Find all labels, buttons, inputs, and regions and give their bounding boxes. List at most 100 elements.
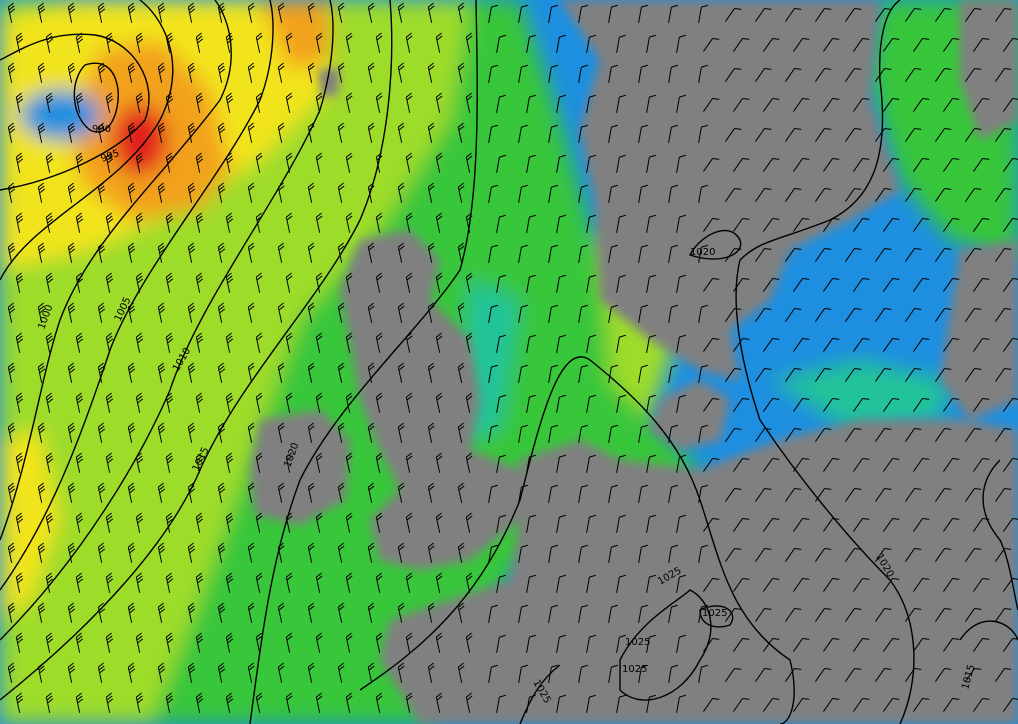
wind-barb	[526, 214, 536, 233]
wind-barb	[45, 92, 54, 113]
wind-barb	[698, 544, 708, 563]
wind-barb	[883, 97, 900, 112]
wind-barb	[556, 394, 566, 413]
wind-barb	[1003, 37, 1018, 52]
wind-barb	[913, 157, 930, 172]
isobar-1015-se	[959, 459, 1018, 641]
wind-barb	[853, 457, 870, 472]
wind-barb	[755, 187, 772, 202]
wind-barb	[608, 184, 618, 203]
wind-barb	[608, 124, 618, 143]
wind-barb	[616, 394, 626, 413]
wind-barb	[337, 182, 345, 203]
wind-barb	[1003, 97, 1018, 112]
wind-barb	[935, 427, 952, 442]
wind-barb	[823, 397, 840, 412]
wind-barb	[45, 332, 54, 353]
wind-barb	[105, 212, 114, 233]
wind-barb	[75, 572, 84, 593]
wind-barb	[195, 452, 204, 473]
wind-barb	[37, 422, 46, 443]
wind-barb	[703, 277, 720, 292]
wind-barb	[187, 602, 196, 623]
wind-barb	[725, 367, 742, 382]
wind-barb	[127, 2, 136, 23]
wind-barb	[7, 422, 16, 443]
wind-barb	[67, 362, 76, 383]
wind-barb	[973, 517, 990, 532]
wind-barb	[668, 184, 678, 203]
wind-barb	[646, 514, 656, 533]
wind-barb	[815, 367, 832, 382]
wind-barb	[427, 602, 435, 623]
wind-barb	[763, 277, 780, 292]
wind-barb	[307, 302, 315, 323]
wind-barb	[345, 632, 353, 653]
wind-barb	[255, 692, 263, 713]
wind-barb	[345, 32, 353, 53]
wind-barb	[157, 182, 166, 203]
wind-barb	[157, 302, 166, 323]
wind-barb	[157, 122, 166, 143]
wind-barb	[676, 514, 686, 533]
wind-barb	[815, 547, 832, 562]
wind-barb	[247, 662, 255, 683]
wind-barb	[638, 544, 648, 563]
wind-barb	[973, 97, 990, 112]
wind-barb	[973, 157, 990, 172]
wind-barb	[457, 422, 465, 443]
wind-barb	[616, 34, 626, 53]
wind-barb	[883, 637, 900, 652]
land-masses	[250, 0, 1018, 724]
wind-barb	[187, 302, 196, 323]
wind-barb	[556, 334, 566, 353]
wind-barb	[457, 182, 465, 203]
wind-barb	[845, 187, 862, 202]
wind-barb	[367, 662, 375, 683]
wind-barb	[37, 602, 46, 623]
wind-barb	[755, 487, 772, 502]
wind-barb	[127, 482, 136, 503]
wind-barb	[703, 217, 720, 232]
wind-barb	[255, 332, 263, 353]
wind-barb	[616, 334, 626, 353]
wind-barb	[965, 547, 982, 562]
wind-barb	[195, 92, 204, 113]
wind-barb	[225, 272, 234, 293]
wind-barb	[676, 394, 686, 413]
wind-barb	[315, 332, 323, 353]
wind-barb	[97, 542, 106, 563]
wind-barb	[97, 2, 106, 23]
wind-barb	[785, 607, 802, 622]
wind-barb	[285, 392, 293, 413]
wind-barb	[217, 62, 226, 83]
wind-barb	[973, 577, 990, 592]
wind-barb	[315, 692, 323, 713]
wind-barb	[853, 517, 870, 532]
wind-barb	[315, 632, 323, 653]
wind-barb	[973, 397, 990, 412]
wind-barb	[1003, 337, 1018, 352]
wind-barb	[526, 274, 536, 293]
isobar-1025-west	[519, 664, 561, 724]
wind-barb	[875, 307, 892, 322]
wind-barb	[556, 574, 566, 593]
wind-barb	[725, 67, 742, 82]
wind-barb	[526, 514, 536, 533]
wind-barb	[815, 7, 832, 22]
wind-barb	[217, 182, 226, 203]
wind-barb	[608, 244, 618, 263]
wind-barb	[853, 217, 870, 232]
wind-barb	[725, 487, 742, 502]
wind-barb	[435, 212, 443, 233]
wind-barb	[75, 452, 84, 473]
wind-barb	[913, 337, 930, 352]
wind-barb	[157, 2, 166, 23]
isobar-1025-ring2	[699, 605, 734, 628]
wind-barb	[905, 127, 922, 142]
wind-barb	[397, 182, 405, 203]
wind-barb	[973, 697, 990, 712]
wind-barb	[375, 272, 383, 293]
wind-barb	[785, 367, 802, 382]
